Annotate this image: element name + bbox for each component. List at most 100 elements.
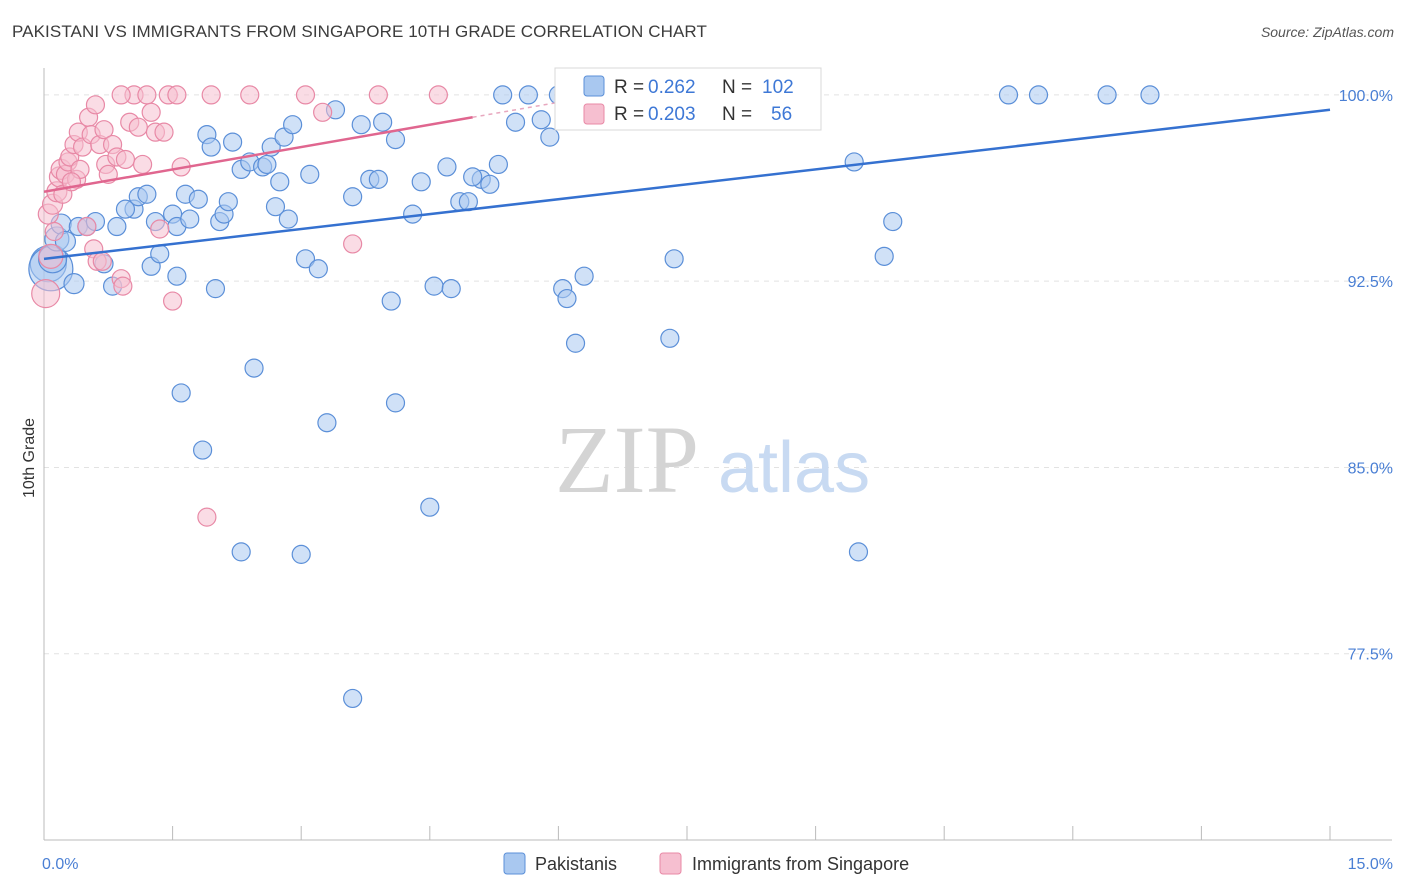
legend-r-value-1: 0.262 xyxy=(648,77,696,98)
pakistanis-point xyxy=(424,276,444,296)
legend-n-value-2: 56 xyxy=(771,104,792,125)
top-legend: R = 0.262 N = 102 R = 0.203 N = 56 xyxy=(554,67,822,131)
singapore-point xyxy=(85,95,106,115)
singapore-point xyxy=(428,85,448,105)
pakistanis-point xyxy=(480,174,500,194)
singapore-point xyxy=(111,85,131,105)
pakistanis-point xyxy=(441,279,461,299)
pakistanis-point xyxy=(557,288,577,309)
pakistanis-point xyxy=(844,152,864,172)
singapore-point xyxy=(77,216,97,237)
pakistanis-point xyxy=(343,688,363,709)
y-tick-label: 85.0% xyxy=(1348,460,1393,477)
bottom-legend-swatch-blue[interactable] xyxy=(503,852,526,875)
singapore-point xyxy=(167,85,187,105)
pakistanis-point xyxy=(385,130,406,150)
pakistanis-point xyxy=(291,544,311,564)
axes xyxy=(43,68,1392,841)
pakistanis-point xyxy=(171,383,191,403)
pakistanis-point xyxy=(265,197,286,217)
pakistanis-point xyxy=(385,393,406,413)
singapore-point xyxy=(154,122,174,142)
pakistanis-point xyxy=(270,172,290,192)
singapore-point xyxy=(44,221,64,242)
pakistanis-point xyxy=(505,112,526,132)
singapore-point xyxy=(128,117,148,137)
legend-swatch-blue xyxy=(583,75,605,97)
bottom-legend-label-pakistanis[interactable]: Pakistanis xyxy=(535,854,617,874)
pakistanis-point xyxy=(308,259,328,279)
pakistanis-point xyxy=(381,291,401,311)
pakistanis-point xyxy=(493,85,513,105)
singapore-point xyxy=(31,278,61,309)
pakistanis-point xyxy=(531,110,551,130)
y-axis-label: 10th Grade xyxy=(21,418,38,498)
y-tick-label: 77.5% xyxy=(1348,647,1393,664)
watermark: ZIP atlas xyxy=(555,406,870,513)
pakistanis-point xyxy=(257,154,277,175)
singapore-point xyxy=(240,85,260,105)
pakistanis-point xyxy=(107,216,127,237)
pakistanis-point xyxy=(351,115,371,135)
pakistanis-point xyxy=(488,154,508,175)
legend-r-label-2: R = xyxy=(614,104,644,125)
pakistanis-point xyxy=(115,199,136,219)
chart-title: PAKISTANI VS IMMIGRANTS FROM SINGAPORE 1… xyxy=(12,22,707,41)
pakistanis-point xyxy=(368,169,388,189)
legend-r-value-2: 0.203 xyxy=(648,104,696,125)
singapore-trend-line xyxy=(43,116,473,193)
watermark-atlas: atlas xyxy=(718,428,870,508)
pakistanis-point xyxy=(874,246,894,266)
pakistanis-point xyxy=(373,112,393,132)
pakistanis-point xyxy=(317,413,337,433)
source-note: Source: ZipAtlas.com xyxy=(1260,24,1394,40)
singapore-point xyxy=(201,85,221,105)
legend-n-label-1: N = xyxy=(722,77,752,98)
pakistanis-point xyxy=(218,192,238,212)
pakistanis-point xyxy=(193,440,213,460)
pakistanis-point xyxy=(63,273,85,295)
pakistanis-point xyxy=(420,497,440,517)
legend-r-label-1: R = xyxy=(614,77,644,98)
singapore-point xyxy=(197,507,217,527)
singapore-point xyxy=(150,219,170,239)
pakistanis-point xyxy=(565,333,586,353)
pakistanis-point xyxy=(283,115,303,135)
pakistanis-point xyxy=(205,279,226,299)
singapore-point xyxy=(163,291,183,311)
singapore-point xyxy=(113,276,133,296)
pakistanis-point xyxy=(343,187,363,207)
pakistanis-point xyxy=(150,244,170,264)
singapore-point xyxy=(94,120,114,140)
singapore-point xyxy=(295,85,316,105)
bottom-legend-swatch-pink[interactable] xyxy=(659,852,682,875)
pakistanis-point xyxy=(1140,85,1160,105)
pakistanis-point xyxy=(180,209,200,229)
pakistanis-point xyxy=(848,542,869,562)
pakistanis-points xyxy=(28,85,1160,709)
trend-lines xyxy=(43,92,1331,261)
watermark-zip: ZIP xyxy=(555,406,699,513)
pakistanis-point xyxy=(411,172,431,192)
pakistanis-point xyxy=(244,358,264,378)
y-tick-labels: 100.0% 92.5% 85.0% 77.5% xyxy=(1339,88,1393,664)
pakistanis-point xyxy=(300,164,320,184)
legend-swatch-pink xyxy=(583,103,605,125)
singapore-point xyxy=(137,85,157,105)
pakistanis-point xyxy=(437,157,457,177)
y-tick-label: 92.5% xyxy=(1348,274,1393,291)
bottom-legend-label-singapore[interactable]: Immigrants from Singapore xyxy=(692,854,909,874)
singapore-point xyxy=(132,154,153,175)
grid-lines xyxy=(44,94,1392,655)
y-tick-label: 100.0% xyxy=(1339,88,1393,105)
pakistanis-point xyxy=(167,266,187,286)
pakistanis-point xyxy=(201,137,221,157)
pakistanis-point xyxy=(1097,85,1117,105)
pakistanis-point xyxy=(223,132,243,152)
bottom-legend: Pakistanis Immigrants from Singapore xyxy=(503,852,909,875)
x-tick-label-max: 15.0% xyxy=(1348,856,1393,873)
pakistanis-point xyxy=(295,249,316,269)
pakistanis-point xyxy=(188,189,208,209)
singapore-point xyxy=(141,102,161,122)
